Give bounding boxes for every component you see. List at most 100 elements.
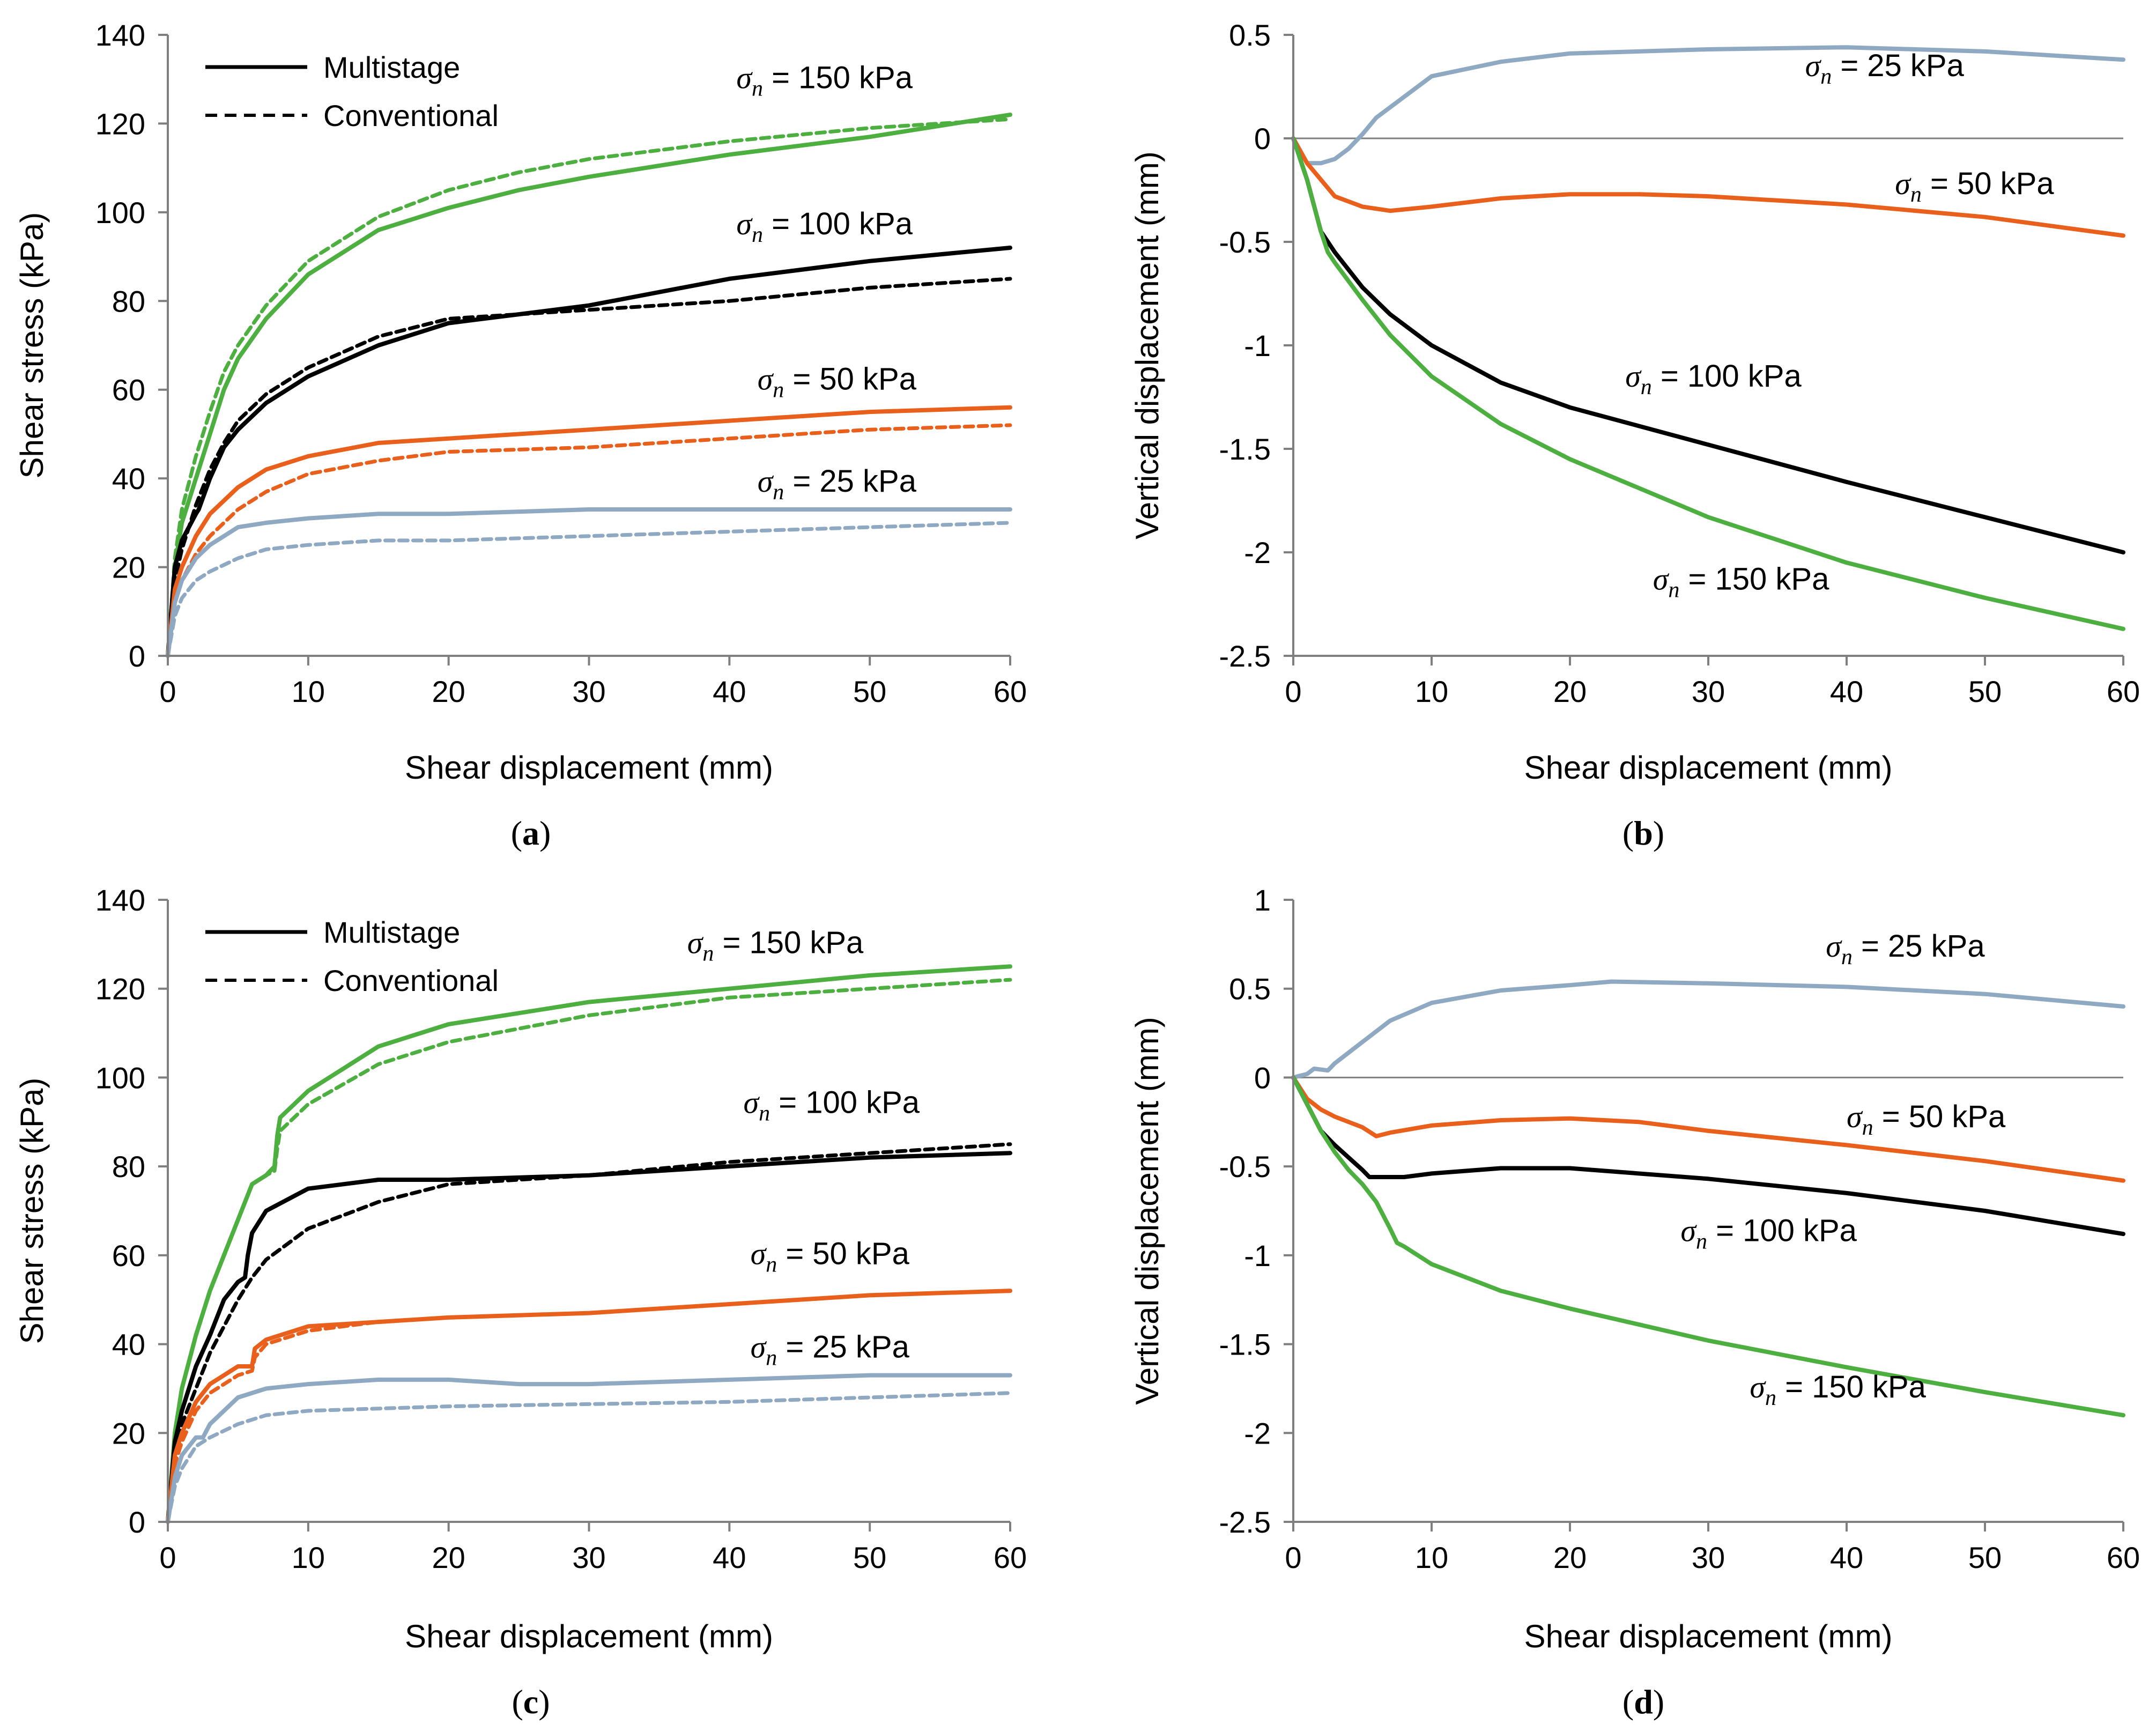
series-line-100-conventional [166,277,1012,658]
panel-label-c: (c) [512,1683,550,1721]
series-line-25-multistage [166,1373,1012,1524]
y-tick-label: 1 [1254,883,1271,917]
series-line-25-multistage [166,507,1012,658]
x-tick-label: 30 [1692,1541,1725,1574]
y-tick-label: 0 [1254,1061,1271,1094]
y-tick-label: 100 [95,1061,145,1094]
y-tick-label: 0.5 [1229,972,1271,1006]
y-tick-label: 40 [112,462,145,495]
y-tick-label: 0.5 [1229,18,1271,52]
annotation-label: σn = 25 kPa [758,464,917,505]
x-tick-label: 50 [1968,675,2002,708]
y-tick-label: 140 [95,18,145,52]
y-tick-label: 120 [95,107,145,140]
x-tick-label: 50 [1968,1541,2002,1574]
x-tick-label: 50 [853,1541,886,1574]
annotation-label: σn = 50 kPa [758,362,917,403]
x-tick-label: 10 [1415,1541,1448,1574]
y-tick-label: -2.5 [1219,639,1271,673]
annotation-label: σn = 100 kPa [736,206,913,247]
legend-label-conventional: Conventional [323,964,499,997]
legend-label-multistage: Multistage [323,50,460,84]
series-line-50-multistage [166,405,1012,658]
x-tick-label: 20 [1553,1541,1587,1574]
panel-label-a: (a) [511,814,551,852]
x-tick-label: 0 [1285,1541,1301,1574]
x-tick-label: 10 [292,675,325,708]
annotation-label: σn = 100 kPa [1680,1213,1857,1254]
annotation-label: σn = 100 kPa [1625,359,1802,400]
y-tick-label: -1.5 [1219,1328,1271,1362]
y-tick-label: -2 [1244,536,1271,569]
y-tick-label: 60 [112,1239,145,1273]
annotation-label: σn = 50 kPa [751,1236,910,1277]
y-tick-label: 40 [112,1328,145,1362]
y-tick-label: 80 [112,1150,145,1183]
x-tick-label: 60 [2107,1541,2140,1574]
series-line-150-multistage [166,112,1012,658]
y-tick-label: 120 [95,972,145,1006]
panel-b: 0 10 20 30 40 50 60 -2.5 -2 -1.5 -1 -0.5 0 0.5 Shear d… [1129,18,2140,786]
series-line-50-multistage [1291,1075,2125,1183]
y-tick-label: 0 [129,639,145,673]
y-tick-label: -2.5 [1219,1505,1271,1539]
panel-label-b: (b) [1622,814,1664,852]
x-tick-label: 40 [713,1541,746,1574]
x-axis-label: Shear displacement (mm) [405,1618,773,1654]
x-tick-label: 60 [2107,675,2140,708]
panel-label-d: (d) [1622,1683,1664,1721]
x-tick-label: 60 [994,675,1027,708]
y-tick-label: 140 [95,883,145,917]
x-tick-label: 20 [1553,675,1587,708]
x-tick-label: 10 [292,1541,325,1574]
series-line-50-conventional [166,1289,1012,1524]
y-tick-label: -1 [1244,329,1271,363]
y-tick-label: 0 [129,1505,145,1539]
annotation-label: σn = 150 kPa [687,925,864,966]
y-tick-label: 0 [1254,122,1271,156]
annotation-label: σn = 50 kPa [1895,166,2054,207]
series-line-150-multistage [1291,1075,2125,1418]
x-tick-label: 0 [1285,675,1301,708]
annotation-label: σn = 25 kPa [1805,48,1965,89]
series-line-150-conventional [166,978,1012,1524]
y-tick-label: 20 [112,1416,145,1450]
x-tick-label: 50 [853,675,886,708]
y-tick-label: -2 [1244,1416,1271,1450]
annotation-label: σn = 150 kPa [736,60,913,101]
x-axis-label: Shear displacement (mm) [1524,1618,1893,1654]
legend-label-conventional: Conventional [323,99,499,132]
y-tick-label: -0.5 [1219,225,1271,259]
legend-label-multistage: Multistage [323,915,460,949]
panel-a: 0 10 20 30 40 50 60 0 20 40 60 80 100 120 140 Shear dis… [14,18,1027,786]
y-axis-label: Vertical displacement (mm) [1129,1017,1165,1405]
y-tick-label: 100 [95,196,145,230]
series-line-100-conventional [166,1142,1012,1524]
x-tick-label: 40 [1830,1541,1863,1574]
y-tick-label: 80 [112,284,145,318]
series-line-150-multistage [1291,136,2125,631]
annotation-label: σn = 25 kPa [1826,929,1985,970]
y-tick-label: -1.5 [1219,432,1271,466]
annotation-label: σn = 100 kPa [744,1085,920,1126]
y-axis-label: Shear stress (kPa) [14,1078,50,1344]
annotation-label: σn = 150 kPa [1750,1370,1926,1410]
annotation-label: σn = 25 kPa [751,1329,910,1370]
x-tick-label: 10 [1415,675,1448,708]
x-tick-label: 30 [572,675,605,708]
series-line-25-conventional [166,521,1012,658]
y-tick-label: -0.5 [1219,1150,1271,1183]
x-tick-label: 20 [432,1541,465,1574]
annotation-label: σn = 150 kPa [1653,561,1829,602]
panel-c: 0 10 20 30 40 50 60 0 20 40 60 80 100 120 140 Shear dis… [14,883,1027,1654]
series-line-25-conventional [166,1391,1012,1524]
series-line-50-multistage [1291,136,2125,238]
y-tick-label: 60 [112,373,145,407]
y-axis-label: Shear stress (kPa) [14,212,50,479]
y-tick-label: -1 [1244,1239,1271,1273]
x-tick-label: 20 [432,675,465,708]
series-line-25-multistage [1291,45,2125,166]
series-line-25-multistage [1291,979,2125,1080]
x-axis-label: Shear displacement (mm) [405,750,773,786]
